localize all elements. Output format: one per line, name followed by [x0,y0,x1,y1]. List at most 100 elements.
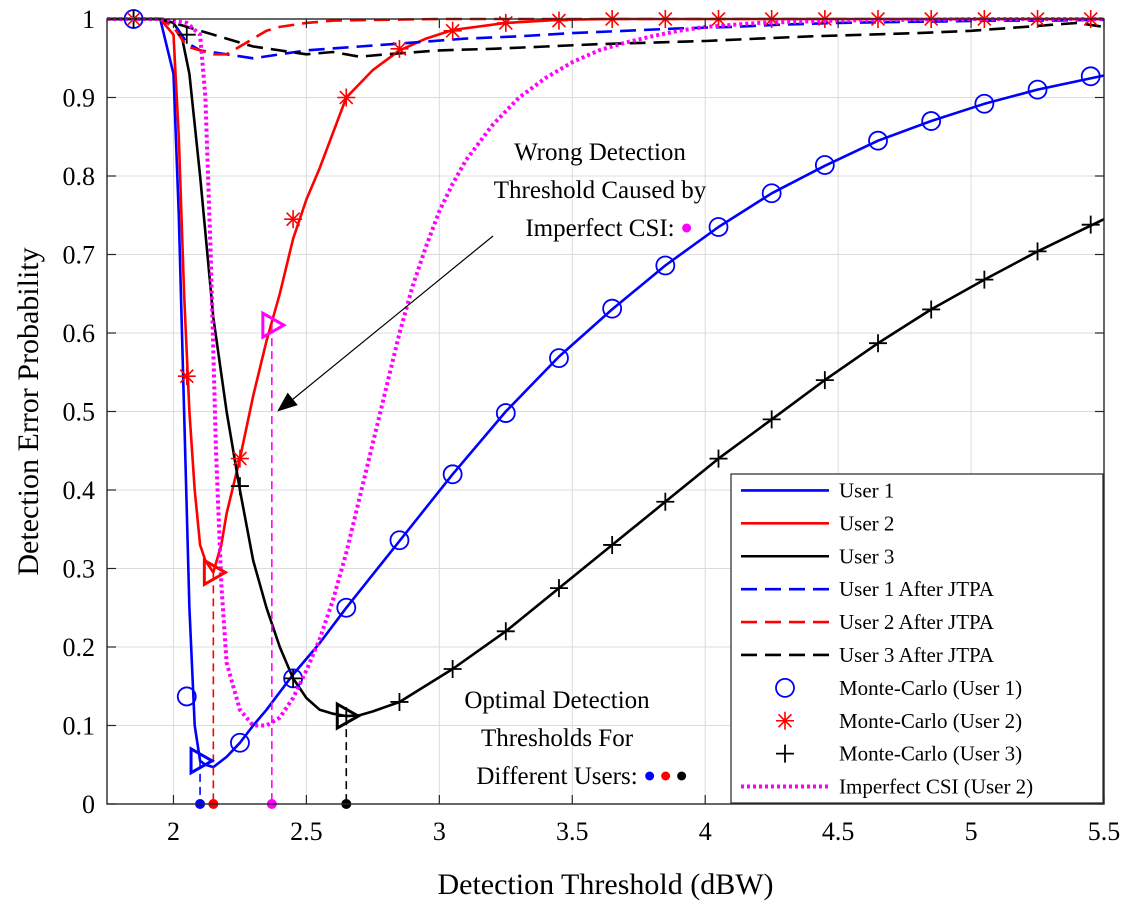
series-6-point-6 [442,464,463,485]
series-6-point-4 [336,597,357,618]
y-tick-label-4: 0.4 [63,476,96,505]
legend-label-0: User 1 [839,478,894,502]
optimal-threshold-marker-3 [261,310,287,340]
x-tick-label-3: 3.5 [556,817,589,846]
legend-item-9: Imperfect CSI (User 2) [741,775,1033,799]
series-6-point-15 [921,111,942,131]
series-6-point-5 [389,530,410,551]
y-tick-label-0: 0 [82,790,95,819]
legend-label-6: Monte-Carlo (User 1) [839,676,1022,700]
annotation-0-line-0: Wrong Detection [514,139,686,166]
annotation-0-arrowhead [277,392,298,412]
series-8-point-18 [1081,215,1100,234]
legend-item-7: Monte-Carlo (User 2) [776,709,1022,733]
series-5-line [107,17,1105,59]
y-axis-label: Detection Error Probability [12,247,45,575]
annotation-1-line-0: Optimal Detection [464,687,650,714]
y-tick-label-10: 1 [82,5,95,34]
series-8-point-15 [922,300,941,319]
series-0 [107,17,1105,769]
annotation-1-line-1: Thresholds For [481,725,634,752]
axes: 2 2.5 3 3.5 4 4.5 5 5.5 0 0.1 0.2 0.3 0.4 0.5 0.6 0.7 0.… [12,5,1120,901]
series-2 [107,17,1105,718]
series-6-point-8 [549,348,569,369]
series-6-point-14 [868,130,888,151]
series-6 [123,9,1101,753]
series-8-point-1 [177,25,196,44]
legend-box [730,473,1104,804]
x-tick-label-0: 2 [167,817,180,846]
optimal-threshold-marker-0 [189,746,216,776]
x-tick-label-5: 4.5 [822,817,855,846]
legend-item-3: User 1 After JTPA [741,577,995,601]
annotation-0-line-2: Imperfect CSI: [525,215,674,242]
legend-label-7: Monte-Carlo (User 2) [839,709,1022,733]
series-8-point-10 [656,492,675,511]
x-tick-label-6: 5 [965,817,978,846]
series-6-point-2 [230,732,250,753]
y-tick-label-6: 0.6 [63,319,96,348]
annotation-1-dot-2 [677,771,687,781]
series-6-point-17 [1027,79,1048,100]
series-9 [107,17,1104,728]
annotation-1-line-2: Different Users: [476,763,637,790]
annotation-1-dot-1 [661,771,671,781]
legend-item-5: User 3 After JTPA [741,643,995,667]
y-tick-label-3: 0.3 [63,555,96,584]
x-tick-label-4: 4 [699,817,712,846]
series-8 [124,10,1100,726]
series-8-point-17 [1028,242,1047,261]
series-8-point-5 [390,692,409,711]
series-6-point-7 [495,403,516,423]
legend-label-2: User 3 [839,544,894,568]
series-9-line [107,17,1104,728]
series-8-point-13 [815,371,834,390]
series-8-point-14 [869,334,888,353]
series-7-point-1 [177,367,196,386]
annotation-0-line-1: Threshold Caused by [494,177,707,204]
legend: User 1 User 2 User 3 User 1 After JTPA User … [730,473,1104,804]
legend-swatch-6 [775,677,795,698]
legend-item-1: User 2 [741,511,894,535]
y-tick-label-5: 0.5 [63,398,96,427]
series-8-point-6 [443,659,462,678]
series-5 [107,17,1105,59]
series-6-point-1 [176,686,197,707]
series-7-point-5 [390,39,409,58]
series-6-point-18 [1080,66,1101,87]
y-tick-label-7: 0.7 [63,241,96,270]
series-2-line [107,17,1105,718]
y-tick-label-9: 0.9 [63,84,96,113]
legend-label-4: User 2 After JTPA [839,610,995,634]
legend-label-5: User 3 After JTPA [839,643,995,667]
series-7-point-8 [549,11,568,30]
series-8-point-3 [284,669,303,688]
series-8-point-7 [496,622,515,641]
x-tick-label-7: 5.5 [1088,817,1121,846]
legend-item-8: Monte-Carlo (User 3) [776,742,1022,766]
y-tick-label-1: 0.1 [63,712,96,741]
x-axis-label: Detection Threshold (dBW) [437,868,773,901]
series-8-point-11 [709,449,728,468]
annotations: Wrong Detection Threshold Caused by Imperf… [277,139,707,790]
legend-item-6: Monte-Carlo (User 1) [775,676,1022,700]
legend-label-8: Monte-Carlo (User 3) [839,742,1022,766]
annotation-1-dot-0 [645,771,655,781]
series-8-point-16 [975,270,994,289]
legend-swatch-7 [776,711,794,730]
x-tick-label-1: 2.5 [290,817,323,846]
series-7-point-4 [337,88,356,107]
series-6-point-11 [708,217,729,237]
legend-label-1: User 2 [839,511,894,535]
y-tick-label-2: 0.2 [63,633,96,662]
annotation-0-arrow [284,235,494,406]
series-8-point-12 [762,410,781,429]
series-7-point-7 [496,13,515,32]
series-6-point-16 [974,93,995,114]
series-8-point-8 [549,579,568,598]
y-tick-label-8: 0.8 [63,162,96,191]
legend-item-0: User 1 [741,478,894,502]
series-6-point-10 [655,255,676,276]
series-7-point-6 [443,21,462,40]
